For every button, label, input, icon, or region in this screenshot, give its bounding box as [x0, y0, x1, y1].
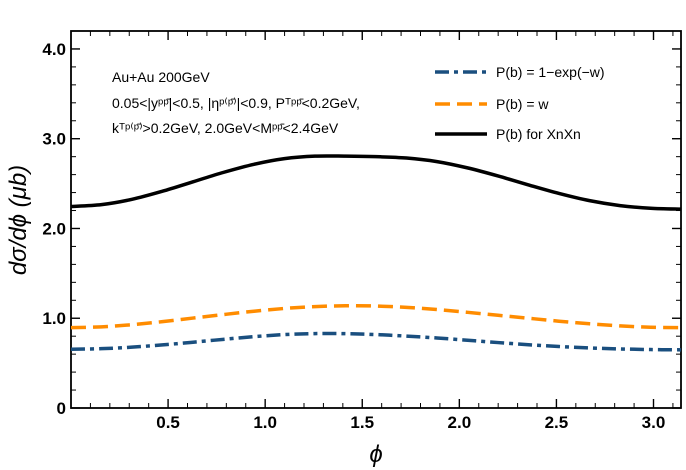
x-axis-title: ϕ	[369, 441, 382, 468]
legend-label-series-2: P(b) = w	[496, 96, 549, 112]
series-line-1	[70, 331, 682, 352]
series-line-2	[70, 303, 682, 330]
y-tick-label: 0	[57, 399, 66, 418]
x-tick-label: 1.0	[253, 413, 277, 432]
series-layer	[70, 154, 682, 352]
x-tick-label: 2.0	[448, 413, 472, 432]
annotation-line-2: 0.05<|yᵖᵖ̄|<0.5, |ηᵖ⁽ᵖ̄⁾|<0.9, Pᵀᵖᵖ̄<0.2…	[112, 95, 360, 111]
legend-label-series-1: P(b) = 1−exp(−w)	[496, 64, 605, 80]
x-tick-label: 0.5	[156, 413, 180, 432]
annotation-line-1: Au+Au 200GeV	[112, 69, 210, 85]
x-tick-label: 1.5	[350, 413, 374, 432]
x-tick-label: 3.0	[642, 413, 666, 432]
legend-label-series-3: P(b) for XnXn	[496, 126, 581, 142]
axis-ticks: 0.5 1.0 1.5 2.0 2.5 3.0 0 1.0 2.0 3.0 4.0	[42, 30, 681, 432]
y-tick-label: 1.0	[42, 309, 66, 328]
legend: P(b) = 1−exp(−w) P(b) = w P(b) for XnXn	[435, 64, 605, 142]
y-axis-title: dσ/dϕ (μb)	[5, 165, 32, 275]
plot-frame	[70, 30, 682, 409]
annotation-line-3: kᵀᵖ⁽ᵖ̄⁾>0.2GeV, 2.0GeV<Mᵖᵖ̄<2.4GeV	[112, 120, 339, 136]
x-tick-label: 2.5	[545, 413, 569, 432]
y-tick-label: 2.0	[42, 219, 66, 238]
y-tick-label: 3.0	[42, 130, 66, 149]
annotation-block: Au+Au 200GeV 0.05<|yᵖᵖ̄|<0.5, |ηᵖ⁽ᵖ̄⁾|<0…	[112, 69, 360, 136]
y-tick-label: 4.0	[42, 40, 66, 59]
series-line-3	[70, 154, 682, 211]
